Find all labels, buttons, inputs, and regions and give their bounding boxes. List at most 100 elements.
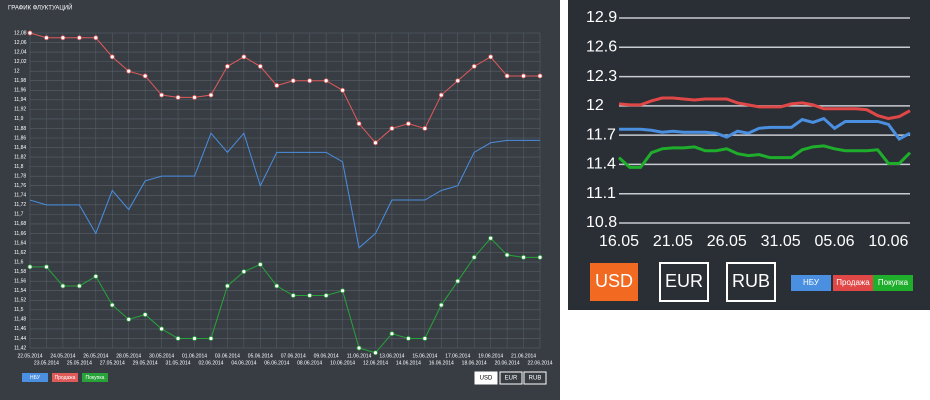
x-tick-label: 30.05.2014 — [149, 353, 174, 359]
y-tick-label: 11,62 — [14, 250, 26, 256]
point — [109, 302, 115, 308]
point — [504, 252, 510, 258]
x-tick-label: 07.06.2014 — [281, 353, 306, 359]
y-tick-label: 12,04 — [14, 49, 27, 55]
point — [340, 87, 345, 93]
point — [60, 35, 66, 41]
y-tick-label: 12.9 — [586, 9, 617, 26]
legend-swatch[interactable] — [82, 373, 108, 382]
point — [257, 262, 263, 267]
point — [488, 235, 494, 241]
y-tick-label: 11.7 — [586, 126, 616, 143]
currency-button[interactable] — [523, 371, 547, 385]
x-tick-label: 15.06.2014 — [412, 353, 437, 359]
y-tick-label: 11.4 — [586, 156, 616, 173]
y-tick-label: 12 — [14, 69, 20, 75]
currency-button[interactable] — [474, 371, 498, 385]
point — [93, 35, 99, 41]
point — [422, 126, 428, 131]
x-tick-label: 27.05.2014 — [100, 360, 125, 366]
y-tick-label: 11,56 — [14, 279, 26, 285]
point — [323, 78, 329, 84]
x-tick-label: 08.06.2014 — [297, 360, 322, 366]
x-tick-label: 16.05 — [599, 233, 639, 250]
series-line — [30, 237, 540, 354]
point — [126, 316, 132, 322]
point — [488, 54, 494, 60]
x-tick-label: 22.06.2014 — [527, 360, 552, 366]
point — [290, 78, 296, 84]
point — [438, 92, 444, 98]
x-tick-label: 10.06 — [868, 233, 908, 250]
y-tick-label: 11,94 — [14, 97, 26, 103]
y-tick-label: 11,8 — [14, 164, 24, 170]
legend-swatch[interactable] — [52, 373, 78, 382]
legend-swatch[interactable] — [873, 275, 913, 291]
x-tick-label: 06.06.2014 — [264, 360, 289, 366]
legend-label: Покупка — [86, 375, 105, 381]
y-tick-label: 11,96 — [14, 88, 26, 94]
y-tick-label: 11.1 — [586, 185, 616, 202]
point — [159, 92, 165, 98]
point — [225, 283, 230, 289]
point — [373, 140, 378, 146]
x-tick-label: 24.05.2014 — [50, 353, 75, 359]
x-tick-label: 13.06.2014 — [379, 353, 404, 359]
x-tick-label: 17.06.2014 — [445, 353, 470, 359]
point — [175, 95, 181, 100]
x-tick-label: 20.06.2014 — [495, 360, 520, 366]
point — [76, 35, 82, 41]
series-line — [29, 132, 540, 249]
x-tick-label: 26.05 — [707, 233, 747, 250]
y-tick-label: 11,48 — [14, 317, 26, 323]
chart-title: ГРАФИК ФЛУКТУАЦИЙ — [8, 4, 72, 12]
y-tick-label: 11,46 — [14, 326, 26, 332]
x-tick-label: 10.06.2014 — [330, 360, 355, 366]
y-tick-label: 11,54 — [14, 288, 26, 294]
currency-button-label: EUR — [665, 271, 703, 291]
currency-button[interactable] — [726, 262, 776, 302]
legend-swatch[interactable] — [791, 275, 831, 291]
point — [471, 254, 477, 260]
currency-button[interactable] — [659, 262, 709, 302]
point — [241, 54, 247, 60]
currency-button[interactable] — [590, 263, 638, 301]
point — [455, 78, 461, 84]
y-tick-label: 11,66 — [14, 231, 26, 237]
point — [438, 302, 444, 308]
x-tick-label: 11.06.2014 — [347, 353, 372, 359]
x-tick-label: 16.06.2014 — [429, 360, 454, 366]
x-tick-label: 05.06.2014 — [248, 353, 273, 359]
x-tick-label: 22.05.2014 — [17, 353, 42, 359]
y-tick-label: 11,92 — [14, 107, 26, 113]
y-tick-label: 12,08 — [14, 30, 27, 36]
point — [142, 312, 148, 317]
point — [405, 121, 411, 127]
legend-label: Покупка — [878, 278, 909, 287]
point — [455, 278, 461, 284]
x-tick-label: 12.06.2014 — [363, 360, 388, 366]
y-tick-label: 11,76 — [14, 183, 26, 189]
series-line — [618, 96, 911, 121]
currency-button[interactable] — [499, 371, 523, 385]
x-tick-label: 21.06.2014 — [511, 353, 536, 359]
legend-swatch[interactable] — [833, 275, 873, 291]
currency-button-label: RUB — [529, 376, 542, 382]
point — [504, 73, 510, 79]
x-tick-label: 03.06.2014 — [215, 353, 240, 359]
y-tick-label: 11,86 — [14, 135, 26, 141]
y-tick-label: 12.6 — [586, 39, 617, 56]
y-tick-label: 11,44 — [14, 336, 26, 342]
point — [208, 336, 214, 341]
legend-swatch[interactable] — [22, 373, 48, 382]
point — [389, 331, 395, 337]
currency-button-label: USD — [595, 271, 633, 291]
point — [192, 95, 197, 100]
point — [76, 283, 82, 289]
x-tick-label: 18.06.2014 — [462, 360, 487, 366]
point — [60, 283, 66, 289]
point — [340, 288, 345, 294]
x-tick-label: 31.05.2014 — [166, 360, 191, 366]
